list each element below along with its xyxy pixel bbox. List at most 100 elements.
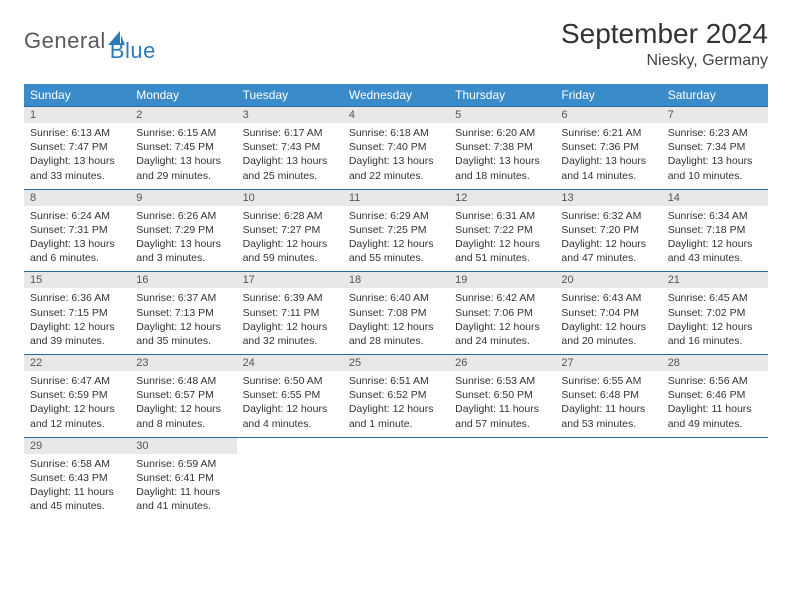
location: Niesky, Germany [561,52,768,70]
day-body: Sunrise: 6:47 AMSunset: 6:59 PMDaylight:… [24,371,130,437]
calendar-cell: 13Sunrise: 6:32 AMSunset: 7:20 PMDayligh… [555,189,661,272]
daylight-line: Daylight: 13 hours and 22 minutes. [349,154,443,182]
calendar-cell [449,437,555,519]
sunrise-line: Sunrise: 6:50 AM [243,374,337,388]
day-number: 22 [24,355,130,371]
day-body: Sunrise: 6:53 AMSunset: 6:50 PMDaylight:… [449,371,555,437]
day-body: Sunrise: 6:51 AMSunset: 6:52 PMDaylight:… [343,371,449,437]
day-number: 9 [130,190,236,206]
sunset-line: Sunset: 6:55 PM [243,388,337,402]
calendar-cell: 16Sunrise: 6:37 AMSunset: 7:13 PMDayligh… [130,272,236,355]
day-body: Sunrise: 6:24 AMSunset: 7:31 PMDaylight:… [24,206,130,272]
daylight-line: Daylight: 12 hours and 59 minutes. [243,237,337,265]
calendar-cell: 4 Sunrise: 6:18 AMSunset: 7:40 PMDaylight… [343,107,449,190]
daylight-line: Daylight: 12 hours and 51 minutes. [455,237,549,265]
day-body: Sunrise: 6:59 AMSunset: 6:41 PMDaylight:… [130,454,236,520]
logo-text-general: General [24,28,106,54]
day-body: Sunrise: 6:36 AMSunset: 7:15 PMDaylight:… [24,288,130,354]
day-body: Sunrise: 6:15 AMSunset: 7:45 PMDaylight:… [130,123,236,189]
calendar-cell: 12Sunrise: 6:31 AMSunset: 7:22 PMDayligh… [449,189,555,272]
calendar-cell: 20Sunrise: 6:43 AMSunset: 7:04 PMDayligh… [555,272,661,355]
day-number: 13 [555,190,661,206]
sunset-line: Sunset: 6:41 PM [136,471,230,485]
sunrise-line: Sunrise: 6:56 AM [668,374,762,388]
day-number: 18 [343,272,449,288]
day-number: 26 [449,355,555,371]
day-number: 27 [555,355,661,371]
daylight-line: Daylight: 11 hours and 53 minutes. [561,402,655,430]
calendar-cell: 18Sunrise: 6:40 AMSunset: 7:08 PMDayligh… [343,272,449,355]
calendar-cell [662,437,768,519]
sunrise-line: Sunrise: 6:51 AM [349,374,443,388]
day-body: Sunrise: 6:32 AMSunset: 7:20 PMDaylight:… [555,206,661,272]
day-number: 6 [555,107,661,123]
sunset-line: Sunset: 7:27 PM [243,223,337,237]
calendar-cell: 8Sunrise: 6:24 AMSunset: 7:31 PMDaylight… [24,189,130,272]
calendar-cell: 27Sunrise: 6:55 AMSunset: 6:48 PMDayligh… [555,355,661,438]
sunrise-line: Sunrise: 6:53 AM [455,374,549,388]
calendar-cell: 26Sunrise: 6:53 AMSunset: 6:50 PMDayligh… [449,355,555,438]
day-body: Sunrise: 6:20 AMSunset: 7:38 PMDaylight:… [449,123,555,189]
calendar-cell [343,437,449,519]
sunrise-line: Sunrise: 6:29 AM [349,209,443,223]
calendar-cell: 17Sunrise: 6:39 AMSunset: 7:11 PMDayligh… [237,272,343,355]
sunrise-line: Sunrise: 6:13 AM [30,126,124,140]
daylight-line: Daylight: 13 hours and 10 minutes. [668,154,762,182]
day-body: Sunrise: 6:43 AMSunset: 7:04 PMDaylight:… [555,288,661,354]
day-number: 4 [343,107,449,123]
sunrise-line: Sunrise: 6:18 AM [349,126,443,140]
sunset-line: Sunset: 7:06 PM [455,306,549,320]
daylight-line: Daylight: 13 hours and 14 minutes. [561,154,655,182]
sunrise-line: Sunrise: 6:28 AM [243,209,337,223]
calendar-cell: 10Sunrise: 6:28 AMSunset: 7:27 PMDayligh… [237,189,343,272]
daylight-line: Daylight: 12 hours and 39 minutes. [30,320,124,348]
sunset-line: Sunset: 7:08 PM [349,306,443,320]
calendar-cell: 19Sunrise: 6:42 AMSunset: 7:06 PMDayligh… [449,272,555,355]
weekday-saturday: Saturday [662,84,768,107]
calendar-cell: 30Sunrise: 6:59 AMSunset: 6:41 PMDayligh… [130,437,236,519]
day-number: 21 [662,272,768,288]
daylight-line: Daylight: 13 hours and 3 minutes. [136,237,230,265]
daylight-line: Daylight: 11 hours and 49 minutes. [668,402,762,430]
sunrise-line: Sunrise: 6:42 AM [455,291,549,305]
day-body: Sunrise: 6:23 AMSunset: 7:34 PMDaylight:… [662,123,768,189]
sunset-line: Sunset: 7:40 PM [349,140,443,154]
sunset-line: Sunset: 7:45 PM [136,140,230,154]
daylight-line: Daylight: 11 hours and 57 minutes. [455,402,549,430]
day-number: 17 [237,272,343,288]
day-number: 28 [662,355,768,371]
calendar-cell [555,437,661,519]
sunrise-line: Sunrise: 6:36 AM [30,291,124,305]
sunset-line: Sunset: 7:43 PM [243,140,337,154]
sunset-line: Sunset: 7:20 PM [561,223,655,237]
daylight-line: Daylight: 12 hours and 20 minutes. [561,320,655,348]
daylight-line: Daylight: 12 hours and 12 minutes. [30,402,124,430]
daylight-line: Daylight: 13 hours and 6 minutes. [30,237,124,265]
sunrise-line: Sunrise: 6:31 AM [455,209,549,223]
calendar-cell: 14Sunrise: 6:34 AMSunset: 7:18 PMDayligh… [662,189,768,272]
calendar-cell: 25Sunrise: 6:51 AMSunset: 6:52 PMDayligh… [343,355,449,438]
weekday-header-row: Sunday Monday Tuesday Wednesday Thursday… [24,84,768,107]
daylight-line: Daylight: 12 hours and 47 minutes. [561,237,655,265]
day-body: Sunrise: 6:48 AMSunset: 6:57 PMDaylight:… [130,371,236,437]
sunrise-line: Sunrise: 6:32 AM [561,209,655,223]
calendar-cell: 9Sunrise: 6:26 AMSunset: 7:29 PMDaylight… [130,189,236,272]
weekday-sunday: Sunday [24,84,130,107]
sunrise-line: Sunrise: 6:55 AM [561,374,655,388]
calendar-cell: 2Sunrise: 6:15 AMSunset: 7:45 PMDaylight… [130,107,236,190]
day-number: 25 [343,355,449,371]
sunrise-line: Sunrise: 6:39 AM [243,291,337,305]
daylight-line: Daylight: 13 hours and 25 minutes. [243,154,337,182]
weekday-wednesday: Wednesday [343,84,449,107]
day-body: Sunrise: 6:45 AMSunset: 7:02 PMDaylight:… [662,288,768,354]
daylight-line: Daylight: 12 hours and 24 minutes. [455,320,549,348]
calendar-cell: 3Sunrise: 6:17 AMSunset: 7:43 PMDaylight… [237,107,343,190]
sunrise-line: Sunrise: 6:43 AM [561,291,655,305]
daylight-line: Daylight: 11 hours and 41 minutes. [136,485,230,513]
sunset-line: Sunset: 7:15 PM [30,306,124,320]
sunset-line: Sunset: 7:13 PM [136,306,230,320]
sunrise-line: Sunrise: 6:40 AM [349,291,443,305]
sunrise-line: Sunrise: 6:59 AM [136,457,230,471]
sunrise-line: Sunrise: 6:47 AM [30,374,124,388]
sunset-line: Sunset: 7:38 PM [455,140,549,154]
